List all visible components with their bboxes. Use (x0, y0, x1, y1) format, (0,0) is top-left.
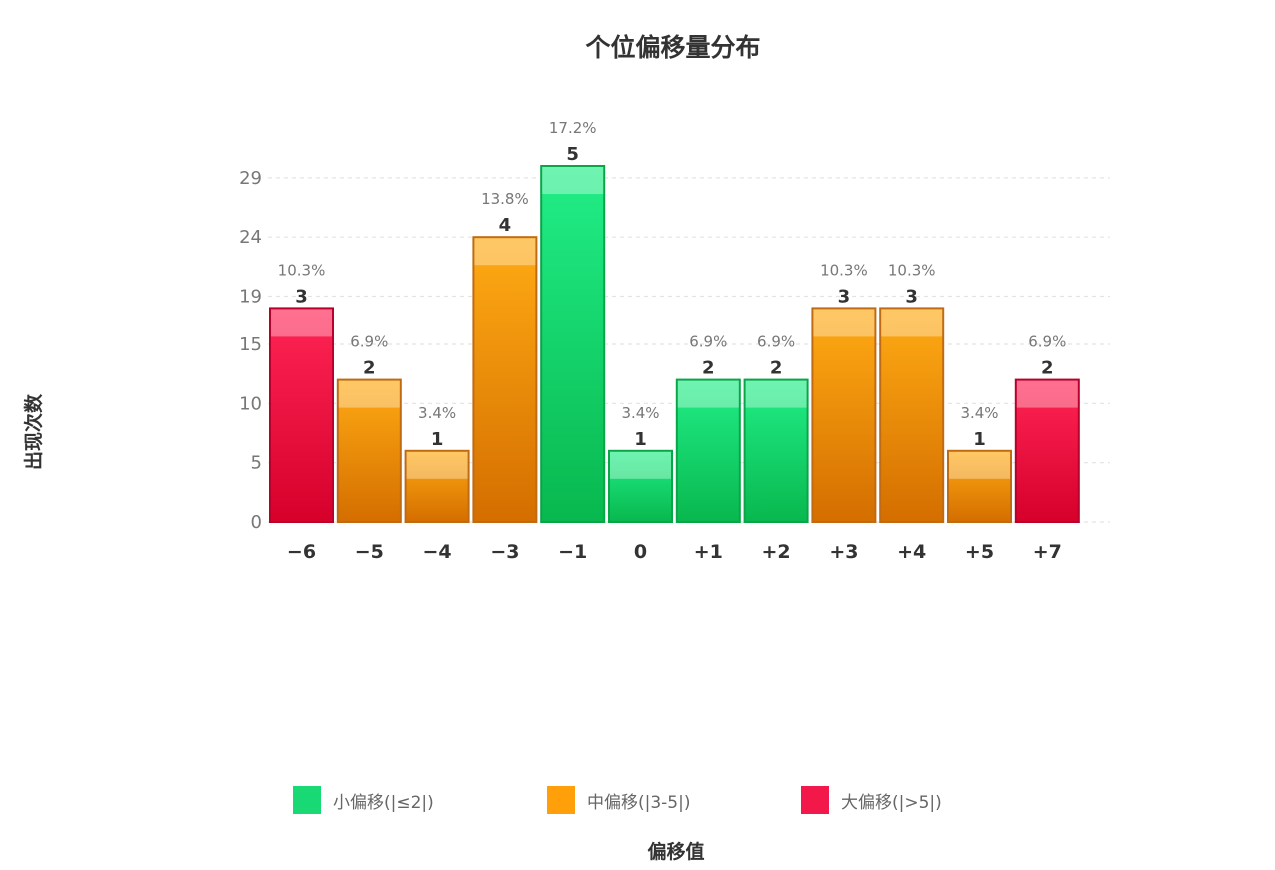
bars (269, 165, 1080, 523)
x-tick-label: −6 (287, 541, 316, 563)
legend: 小偏移(|≤2|) 中偏移(|3-5|) 大偏移(|>5|) (293, 786, 942, 814)
bar-count-label: 1 (431, 429, 444, 450)
legend-swatch (547, 786, 575, 814)
x-tick-label: 0 (634, 541, 647, 563)
bar[interactable] (879, 307, 945, 523)
x-tick-label: −5 (355, 541, 384, 563)
bar[interactable] (336, 378, 402, 523)
bar-highlight (542, 167, 604, 194)
y-axis-title: 出现次数 (22, 393, 45, 470)
bar[interactable] (811, 307, 877, 523)
bar[interactable] (675, 378, 741, 523)
bar-percent-label: 6.9% (757, 333, 795, 351)
y-tick-label: 15 (239, 334, 262, 355)
bar-count-label: 1 (973, 429, 986, 450)
y-tick-label: 5 (251, 453, 262, 474)
x-tick-label: +5 (965, 541, 994, 563)
x-tick-label: −1 (558, 541, 587, 563)
bar-percent-label: 13.8% (481, 190, 529, 208)
x-tick-label: +3 (829, 541, 858, 563)
bar[interactable] (947, 449, 1012, 523)
bar-count-label: 3 (905, 286, 918, 307)
bar-highlight (813, 309, 875, 337)
x-tick-label: +2 (762, 541, 791, 563)
legend-item-medium[interactable]: 中偏移(|3-5|) (547, 786, 691, 814)
legend-label: 中偏移(|3-5|) (587, 793, 691, 813)
legend-swatch (801, 786, 829, 814)
bar[interactable] (743, 378, 809, 523)
y-tick-label: 0 (251, 512, 262, 533)
bar[interactable] (269, 307, 334, 523)
bar-highlight (338, 380, 400, 408)
bar-percent-label: 10.3% (820, 261, 868, 279)
bar-highlight (1016, 380, 1078, 408)
legend-label: 大偏移(|>5|) (841, 793, 942, 813)
bar-percent-label: 6.9% (1028, 333, 1066, 351)
y-tick-label: 19 (239, 287, 262, 308)
bar[interactable] (1014, 378, 1080, 523)
bar-highlight (474, 238, 536, 266)
bar[interactable] (608, 449, 673, 523)
chart-title: 个位偏移量分布 (585, 33, 760, 62)
bar-highlight (881, 309, 943, 337)
y-tick-label: 10 (239, 393, 262, 414)
legend-item-large[interactable]: 大偏移(|>5|) (801, 786, 942, 814)
bar-highlight (745, 380, 807, 408)
legend-item-small[interactable]: 小偏移(|≤2|) (293, 786, 434, 814)
bar-highlight (406, 451, 468, 479)
bar-percent-label: 6.9% (689, 333, 727, 351)
bar-count-label: 2 (770, 358, 783, 379)
bar-count-label: 5 (566, 144, 579, 165)
x-axis-ticks: −6 −5 −4 −3 −1 0 +1 +2 +3 +4 +5 +7 (287, 541, 1062, 563)
x-axis-title: 偏移值 (647, 840, 704, 863)
x-tick-label: +4 (897, 541, 926, 563)
bar[interactable] (404, 449, 470, 523)
x-tick-label: −3 (490, 541, 519, 563)
bar-percent-label: 10.3% (278, 261, 326, 279)
bar[interactable] (472, 236, 538, 523)
bar-percent-label: 10.3% (888, 261, 936, 279)
bar-percent-label: 3.4% (621, 404, 659, 422)
bar-highlight (677, 380, 739, 408)
legend-swatch (293, 786, 321, 814)
bar-percent-label: 3.4% (960, 404, 998, 422)
bar-percent-label: 6.9% (350, 333, 388, 351)
bar-highlight (949, 451, 1010, 479)
x-tick-label: +1 (694, 541, 723, 563)
bar[interactable] (540, 165, 606, 523)
bar-percent-label: 17.2% (549, 119, 597, 137)
bar-labels: 3 10.3% 2 6.9% 1 3.4% 4 13.8% 5 17.2% 1 3.4% 2 6.9% 2 6… (278, 119, 1067, 450)
x-tick-label: −4 (423, 541, 452, 563)
bar-count-label: 4 (499, 215, 512, 236)
x-tick-label: +7 (1033, 541, 1062, 563)
bar-highlight (271, 309, 332, 337)
bar-percent-label: 3.4% (418, 404, 456, 422)
y-tick-label: 24 (239, 227, 262, 248)
bar-count-label: 2 (702, 358, 715, 379)
bar-count-label: 3 (295, 286, 308, 307)
y-axis-ticks: 0 5 10 15 19 24 29 (239, 168, 262, 533)
bar-count-label: 2 (1041, 358, 1054, 379)
bar-count-label: 3 (838, 286, 851, 307)
legend-label: 小偏移(|≤2|) (333, 793, 434, 813)
bar-count-label: 2 (363, 358, 376, 379)
y-tick-label: 29 (239, 168, 262, 189)
bar-count-label: 1 (634, 429, 647, 450)
bar-highlight (610, 451, 671, 479)
